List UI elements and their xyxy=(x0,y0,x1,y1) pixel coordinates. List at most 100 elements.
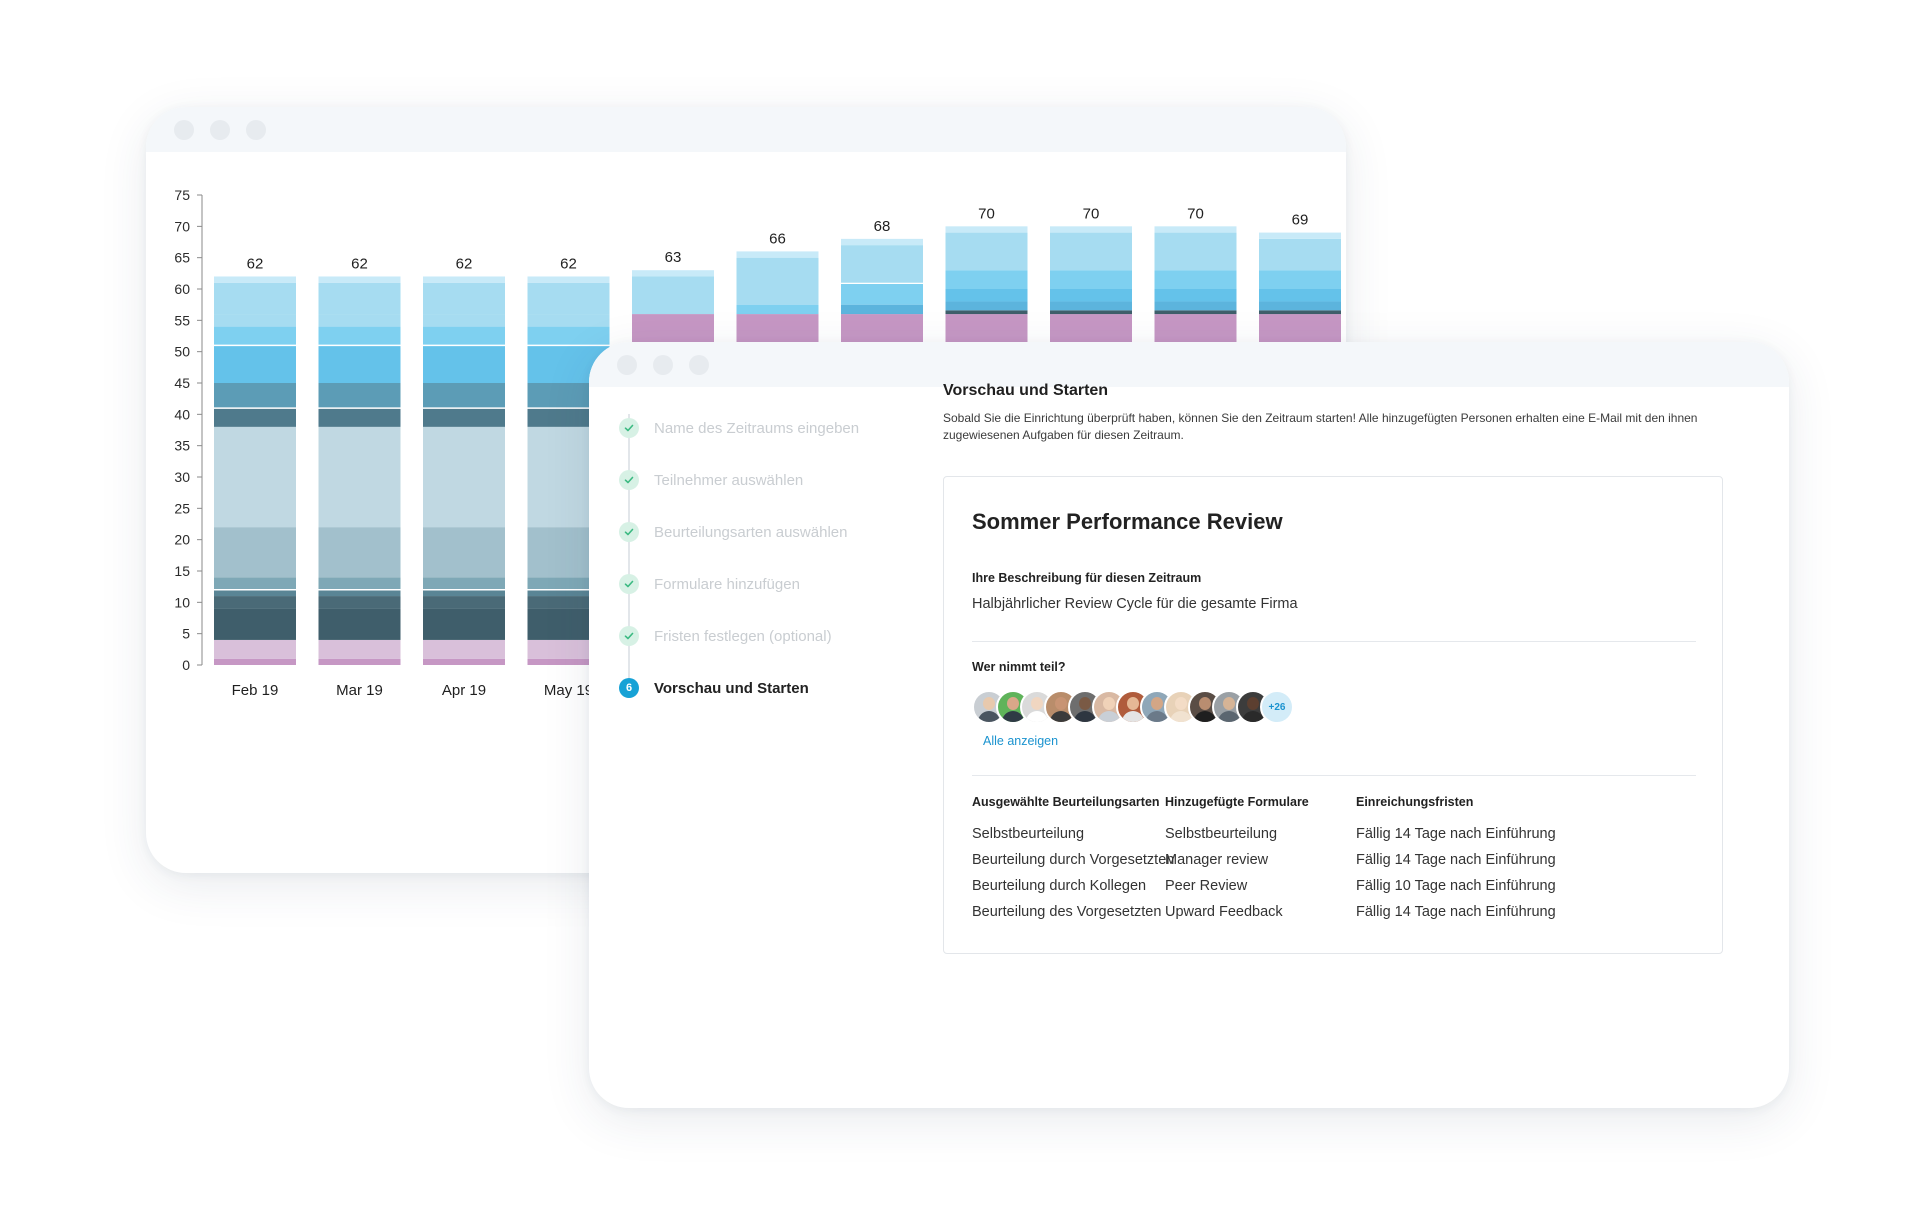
bar-segment xyxy=(945,301,1028,311)
x-category-label: Apr 19 xyxy=(442,682,486,699)
list-item: Fällig 10 Tage nach Einführung xyxy=(1356,878,1556,894)
bar-segment xyxy=(841,283,923,305)
avatar[interactable] xyxy=(1236,690,1270,724)
bar-value-label: 70 xyxy=(978,205,995,222)
bar-segment xyxy=(736,251,819,258)
bar-value-label: 70 xyxy=(1187,205,1204,222)
check-icon xyxy=(619,418,639,438)
list-item: Fällig 14 Tage nach Einführung xyxy=(1356,904,1556,920)
bar-segment xyxy=(423,608,505,640)
bar[interactable] xyxy=(214,276,296,665)
bar-value-label: 68 xyxy=(874,218,891,235)
bar-value-label: 62 xyxy=(351,255,368,272)
bar-segment xyxy=(1154,270,1237,289)
bar-segment xyxy=(1259,238,1341,271)
bar-segment xyxy=(841,245,923,283)
bar-segment xyxy=(423,426,505,528)
bar-segment xyxy=(1050,310,1132,315)
wizard-step[interactable]: Teilnehmer auswählen xyxy=(619,454,909,506)
bar-segment xyxy=(318,314,401,327)
y-tick-label: 25 xyxy=(174,500,190,516)
bar-segment xyxy=(214,589,296,597)
window-dot-close[interactable] xyxy=(617,355,637,375)
bar-segment xyxy=(318,589,401,597)
bar-segment xyxy=(1050,226,1132,233)
bar-segment xyxy=(945,232,1028,271)
bar-segment xyxy=(1259,270,1341,289)
bar-segment xyxy=(527,282,610,315)
bar-segment xyxy=(945,270,1028,289)
avatar[interactable] xyxy=(1188,690,1222,724)
bar-segment xyxy=(527,658,610,665)
bar-segment xyxy=(1154,232,1237,271)
list-item: Fällig 14 Tage nach Einführung xyxy=(1356,852,1556,868)
wizard-step[interactable]: Beurteilungsarten auswählen xyxy=(619,506,909,558)
bar-segment xyxy=(527,314,610,327)
wizard-step[interactable]: 6 Vorschau und Starten xyxy=(619,662,909,714)
bar-segment xyxy=(423,345,505,383)
wizard-step[interactable]: Name des Zeitraums eingeben xyxy=(619,402,909,454)
bar-segment xyxy=(1154,301,1237,311)
bar-segment xyxy=(214,345,296,383)
summary-column: Einreichungsfristen Fällig 14 Tage nach E… xyxy=(1356,795,1586,925)
list-item: Upward Feedback xyxy=(1165,904,1283,920)
bar-segment xyxy=(423,639,505,659)
y-tick-label: 75 xyxy=(174,187,190,203)
y-tick-label: 35 xyxy=(174,438,190,454)
list-item: Selbstbeurteilung xyxy=(972,826,1085,842)
window-dot-close[interactable] xyxy=(174,120,194,140)
y-tick-label: 45 xyxy=(174,375,190,391)
list-item: Beurteilung durch Kollegen xyxy=(972,878,1147,894)
preview-content: Vorschau und Starten Sobald Sie die Einr… xyxy=(943,382,1763,954)
column-header: Ausgewählte Beurteilungsarten xyxy=(972,795,1160,809)
wizard-step[interactable]: Formulare hinzufügen xyxy=(619,558,909,610)
bar-segment xyxy=(214,326,296,346)
bar-segment xyxy=(423,658,505,665)
x-category-label: Mar 19 xyxy=(336,682,383,699)
window-dot-minimize[interactable] xyxy=(210,120,230,140)
wizard-step-label: Vorschau und Starten xyxy=(654,679,809,697)
y-tick-label: 30 xyxy=(174,469,190,485)
x-category-label: May 19 xyxy=(544,682,593,699)
bar-segment xyxy=(1050,301,1132,311)
y-tick-label: 50 xyxy=(174,344,190,360)
bar-segment xyxy=(527,276,610,283)
window-dot-maximize[interactable] xyxy=(689,355,709,375)
check-icon xyxy=(619,470,639,490)
check-icon xyxy=(619,522,639,542)
bar-segment xyxy=(423,527,505,578)
bar-segment xyxy=(318,596,401,609)
bar-segment xyxy=(423,326,505,346)
bar-segment xyxy=(527,326,610,346)
bar-segment xyxy=(1259,289,1341,302)
bar-value-label: 62 xyxy=(456,255,473,272)
bar-segment xyxy=(423,383,505,409)
show-all-link[interactable]: Alle anzeigen xyxy=(983,734,1059,748)
window-dot-minimize[interactable] xyxy=(653,355,673,375)
wizard-step-label: Fristen festlegen (optional) xyxy=(654,627,832,645)
divider xyxy=(972,775,1696,776)
bar-segment xyxy=(318,276,401,283)
column-header: Einreichungsfristen xyxy=(1356,795,1474,809)
bar-segment xyxy=(423,577,505,590)
bar-segment xyxy=(318,426,401,528)
bar-segment xyxy=(214,276,296,283)
bar-segment xyxy=(423,408,505,427)
review-summary-card: Sommer Performance Review Ihre Beschreib… xyxy=(943,476,1723,954)
x-category-label: Feb 19 xyxy=(232,682,279,699)
bar-segment xyxy=(1050,270,1132,289)
bar-segment xyxy=(423,314,505,327)
bar-segment xyxy=(1259,310,1341,315)
y-tick-label: 55 xyxy=(174,312,190,328)
bar-segment xyxy=(318,345,401,383)
more-participants-badge[interactable]: +26 xyxy=(1260,690,1294,724)
list-item: Beurteilung des Vorgesetzten xyxy=(972,904,1162,920)
y-tick-label: 40 xyxy=(174,406,190,422)
bar[interactable] xyxy=(423,276,505,665)
window-dot-maximize[interactable] xyxy=(246,120,266,140)
y-tick-label: 0 xyxy=(182,657,190,673)
bar[interactable] xyxy=(318,276,401,665)
wizard-step[interactable]: Fristen festlegen (optional) xyxy=(619,610,909,662)
bar-segment xyxy=(841,304,923,315)
bar-segment xyxy=(1050,289,1132,302)
